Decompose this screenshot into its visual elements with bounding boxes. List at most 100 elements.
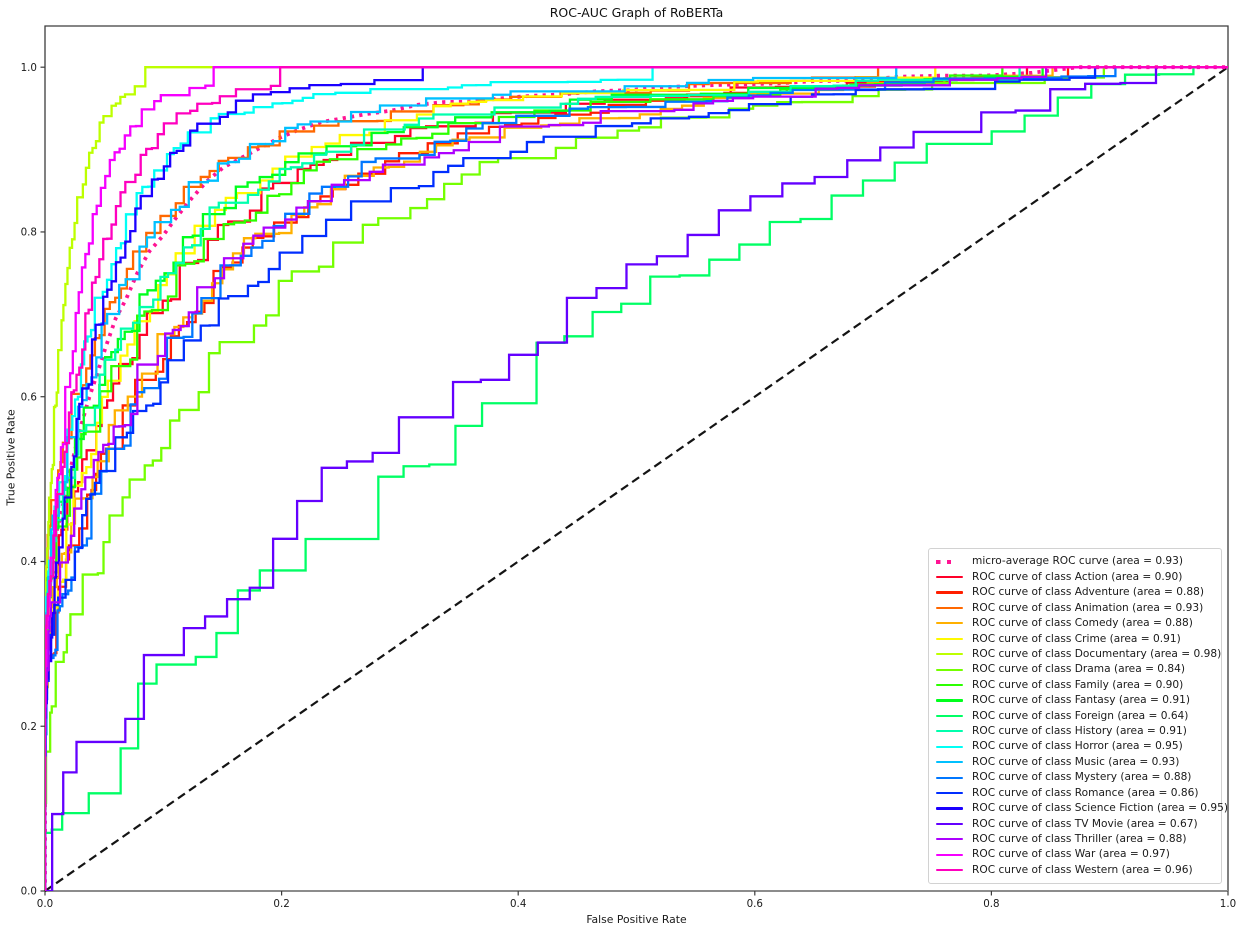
legend-item-label: ROC curve of class Mystery (area = 0.88) [972,771,1192,784]
roc-curve-fantasy [45,66,1228,891]
legend-item-label: ROC curve of class Science Fiction (area… [972,802,1229,815]
legend-item-label: ROC curve of class Family (area = 0.90) [972,678,1184,691]
legend-swatch-color [936,776,963,779]
y-tick-label: 0.0 [21,886,37,898]
legend-line-swatch [936,869,963,872]
legend-swatch-color [936,714,963,718]
legend-line-swatch [936,683,963,687]
legend-swatch-color [936,591,963,594]
legend-line-swatch [936,714,963,718]
legend-line-swatch [936,668,963,671]
legend-swatch-color [936,653,963,656]
roc-curve-mystery [45,66,1228,891]
legend-item: micro-average ROC curve (area = 0.93) [936,556,1214,567]
chance-diagonal [44,66,1229,892]
legend-item: ROC curve of class Thriller (area = 0.88… [936,834,1214,845]
legend-line-swatch [936,776,963,779]
legend-item: ROC curve of class Horror (area = 0.95) [936,741,1214,752]
legend-line-swatch [936,699,963,702]
legend-line-swatch [936,606,963,610]
legend-line-swatch [936,761,963,764]
legend-swatch-color [936,838,963,841]
roc-curve-western [45,66,1228,891]
legend-item: ROC curve of class Documentary (area = 0… [936,649,1221,660]
legend-item-label: ROC curve of class Horror (area = 0.95) [972,740,1183,753]
legend-item: ROC curve of class Western (area = 0.96) [936,865,1214,876]
x-axis-label: False Positive Rate [586,913,687,926]
legend-line-swatch [936,807,963,810]
legend-item: ROC curve of class Adventure (area = 0.8… [936,587,1214,598]
roc-curve-foreign [45,66,1228,891]
x-tick-label: 0.2 [273,898,289,910]
legend-item: ROC curve of class Comedy (area = 0.88) [936,618,1214,629]
legend: micro-average ROC curve (area = 0.93) ROC… [928,548,1228,884]
roc-curve-family [45,66,1228,891]
legend-line-swatch [936,622,963,625]
legend-swatch-color [936,699,963,702]
legend-item: ROC curve of class Drama (area = 0.84) [936,664,1214,675]
x-tick-label: 0.6 [747,898,763,910]
y-tick-label: 0.6 [21,391,37,403]
roc-curve-tv-movie [45,66,1228,891]
legend-line-swatch [936,853,963,856]
legend-item-label: ROC curve of class TV Movie (area = 0.67… [972,817,1198,830]
legend-line-swatch [936,653,963,656]
x-tick-label: 0.4 [510,898,526,910]
plot-border [44,25,1229,891]
y-tick-label: 1.0 [21,62,37,74]
legend-swatch-color [936,637,963,640]
legend-swatch-color [936,622,963,625]
legend-swatch-color [936,761,963,764]
legend-swatch-color [936,791,963,795]
legend-item-label: ROC curve of class Adventure (area = 0.8… [972,586,1205,599]
legend-line-swatch [936,838,963,841]
roc-curve-micro-average [45,65,1228,891]
legend-item: ROC curve of class Fantasy (area = 0.91) [936,695,1214,706]
legend-swatch-color [936,668,963,671]
y-tick-label: 0.8 [21,227,37,239]
legend-item-label: micro-average ROC curve (area = 0.93) [972,555,1184,568]
chart-title: ROC-AUC Graph of RoBERTa [549,5,724,20]
legend-swatch-color [936,745,963,748]
legend-line-swatch [936,591,963,594]
legend-dotted-line-swatch [936,559,963,564]
legend-item-label: ROC curve of class Comedy (area = 0.88) [972,617,1193,630]
legend-item: ROC curve of class Family (area = 0.90) [936,680,1214,691]
legend-item: ROC curve of class Music (area = 0.93) [936,757,1214,768]
legend-line-swatch [936,730,963,733]
legend-swatch-color [936,730,963,733]
legend-item-label: ROC curve of class Animation (area = 0.9… [972,601,1204,614]
legend-item: ROC curve of class Romance (area = 0.86) [936,788,1214,799]
legend-item-label: ROC curve of class Action (area = 0.90) [972,570,1183,583]
legend-swatch-color [936,853,963,856]
legend-swatch-color [936,559,952,564]
roc-curve-thriller [45,66,1228,891]
legend-item-label: ROC curve of class Foreign (area = 0.64) [972,709,1189,722]
legend-item-label: ROC curve of class Crime (area = 0.91) [972,632,1181,645]
legend-item: ROC curve of class Crime (area = 0.91) [936,632,1214,645]
legend-item-label: ROC curve of class Romance (area = 0.86) [972,786,1199,799]
legend-swatch-color [936,606,963,610]
legend-item-label: ROC curve of class Documentary (area = 0… [972,647,1222,660]
legend-item: ROC curve of class Animation (area = 0.9… [936,603,1214,614]
legend-swatch-color [936,822,963,825]
legend-swatch-color [936,869,963,872]
legend-item: ROC curve of class Action (area = 0.90) [936,572,1214,583]
x-tick-label: 0.8 [983,898,999,910]
legend-item: ROC curve of class Mystery (area = 0.88) [936,772,1214,783]
legend-item: ROC curve of class Science Fiction (area… [936,803,1228,814]
x-tick-label: 0.0 [37,898,53,910]
legend-line-swatch [936,637,963,640]
legend-item: ROC curve of class History (area = 0.91) [936,726,1214,737]
y-axis-label: True Positive Rate [4,409,18,506]
legend-item-label: ROC curve of class History (area = 0.91) [972,725,1187,738]
legend-item-label: ROC curve of class Western (area = 0.96) [972,863,1193,876]
legend-line-swatch [936,791,963,795]
legend-item-label: ROC curve of class Fantasy (area = 0.91) [972,694,1190,707]
legend-line-swatch [936,745,963,748]
legend-swatch-color [936,576,963,579]
x-tick-label: 1.0 [1220,898,1236,910]
legend-item-label: ROC curve of class Music (area = 0.93) [972,755,1180,768]
legend-item: ROC curve of class Foreign (area = 0.64) [936,711,1214,722]
